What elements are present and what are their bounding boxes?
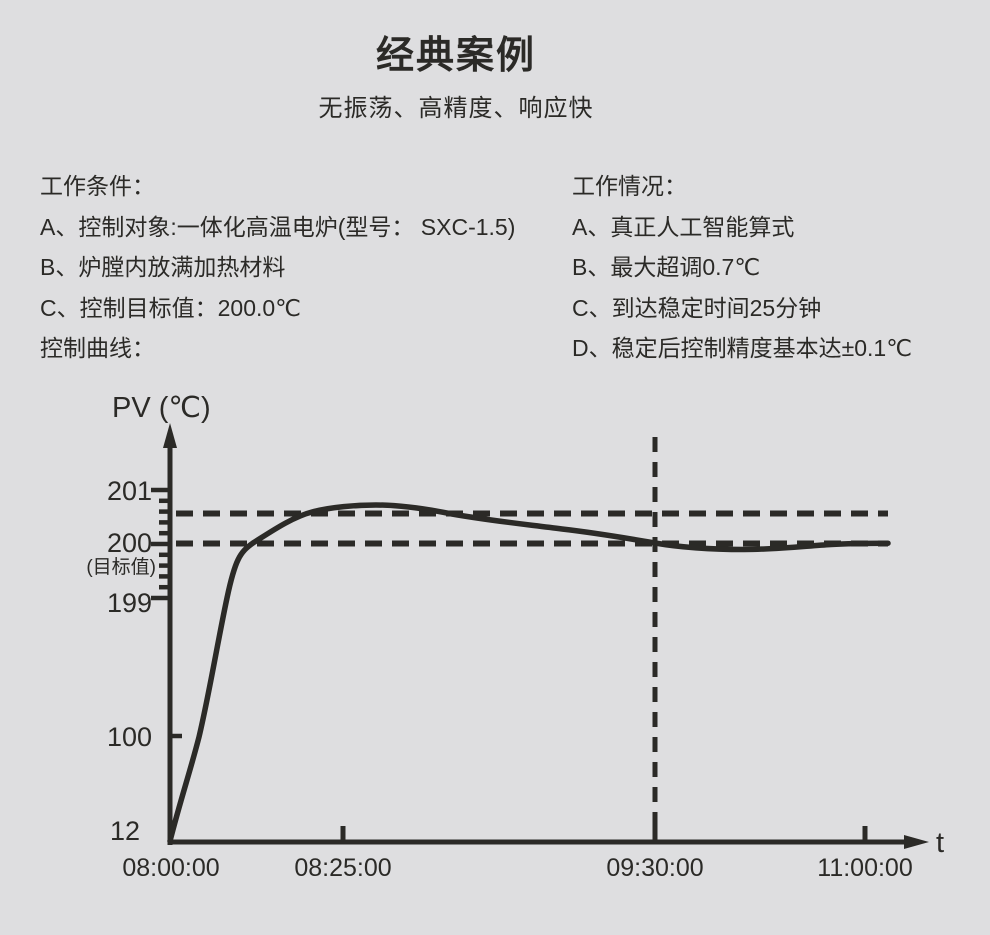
page-title: 经典案例 bbox=[375, 35, 536, 77]
working-status-item-b: B、最大超调0.7℃ bbox=[572, 254, 761, 280]
x-tick-0825: 08:25:00 bbox=[294, 854, 391, 882]
x-axis-arrow-icon bbox=[904, 835, 929, 849]
working-status-column: 工作情况： A、真正人工智能算式 B、最大超调0.7℃ C、到达稳定时间25分钟… bbox=[572, 166, 912, 369]
working-conditions-heading: 工作条件： bbox=[40, 173, 155, 199]
target-value-note: (目标值) bbox=[86, 556, 156, 578]
y-tick-199: 199 bbox=[107, 588, 152, 618]
working-conditions-item-a: A、控制对象:一体化高温电炉(型号： SXC-1.5) bbox=[40, 213, 516, 240]
control-curve-label: 控制曲线： bbox=[40, 335, 155, 361]
y-axis-title: PV (℃) bbox=[112, 392, 211, 424]
x-axis-ticks bbox=[340, 826, 868, 841]
working-conditions-item-c: C、控制目标值：200.0℃ bbox=[40, 294, 301, 321]
working-status-heading: 工作情况： bbox=[572, 173, 687, 199]
working-conditions-item-b: B、炉膛内放满加热材料 bbox=[40, 254, 286, 280]
working-conditions-column: 工作条件： A、控制对象:一体化高温电炉(型号： SXC-1.5) B、炉膛内放… bbox=[40, 166, 515, 369]
page-subtitle: 无振荡、高精度、响应快 bbox=[318, 95, 594, 122]
y-tick-100: 100 bbox=[107, 722, 152, 752]
pv-curve bbox=[167, 502, 891, 844]
y-tick-12: 12 bbox=[110, 816, 140, 846]
x-tick-0800: 08:00:00 bbox=[122, 854, 219, 882]
y-tick-201: 201 bbox=[107, 476, 152, 506]
x-tick-1100: 11:00:00 bbox=[817, 854, 912, 882]
x-tick-0930: 09:30:00 bbox=[606, 854, 703, 882]
y-axis-ruler-ticks bbox=[151, 487, 170, 601]
working-status-item-a: A、真正人工智能算式 bbox=[572, 213, 795, 240]
y-axis-arrow-icon bbox=[163, 423, 177, 448]
working-status-item-c: C、到达稳定时间25分钟 bbox=[572, 294, 822, 321]
x-axis-title: t bbox=[936, 827, 944, 859]
working-status-item-d: D、稳定后控制精度基本达±0.1℃ bbox=[572, 335, 913, 361]
y-tick-200: 200 bbox=[107, 528, 152, 558]
